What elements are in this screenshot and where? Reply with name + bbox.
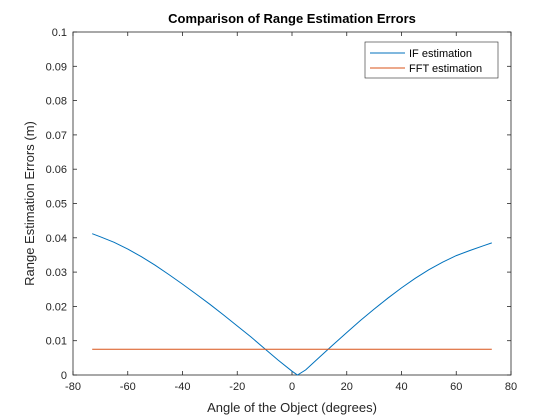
chart-title: Comparison of Range Estimation Errors	[168, 11, 416, 26]
x-tick-label: 20	[341, 381, 353, 393]
y-tick-label: 0.06	[46, 164, 67, 176]
y-tick-label: 0.04	[46, 233, 67, 245]
x-tick-label: 60	[450, 381, 462, 393]
y-tick-label: 0.02	[46, 301, 67, 313]
axis-ticks: -80 -60 -40 -20 0 20 40 60 80 0 0.01 0.02 0.03 0.04 0.…	[46, 27, 518, 393]
x-tick-label: 80	[505, 381, 517, 393]
x-tick-label: -20	[229, 381, 245, 393]
y-tick-label: 0.03	[46, 267, 67, 279]
y-tick-label: 0.01	[46, 336, 67, 348]
axes-box	[72, 31, 512, 376]
x-tick-label: -60	[120, 381, 136, 393]
x-tick-label: 0	[289, 381, 295, 393]
plot-area	[72, 31, 512, 376]
y-tick-label: 0	[61, 370, 67, 382]
legend-label: IF estimation	[409, 48, 472, 60]
x-tick-label: -40	[175, 381, 191, 393]
y-tick-label: 0.05	[46, 199, 67, 211]
y-tick-label: 0.08	[46, 96, 67, 108]
y-tick-label: 0.1	[52, 27, 67, 39]
y-tick-label: 0.07	[46, 130, 67, 142]
legend: IF estimation FFT estimation	[364, 41, 499, 79]
y-axis-label: Range Estimation Errors (m)	[22, 121, 37, 286]
x-axis-label: Angle of the Object (degrees)	[207, 400, 377, 415]
legend-label: FFT estimation	[409, 63, 482, 75]
series-line-if-estimation	[92, 233, 492, 376]
x-tick-label: 40	[395, 381, 407, 393]
x-tick-label: -80	[65, 381, 81, 393]
y-tick-label: 0.09	[46, 61, 67, 73]
legend-box	[364, 41, 499, 79]
series-layer	[92, 233, 492, 376]
